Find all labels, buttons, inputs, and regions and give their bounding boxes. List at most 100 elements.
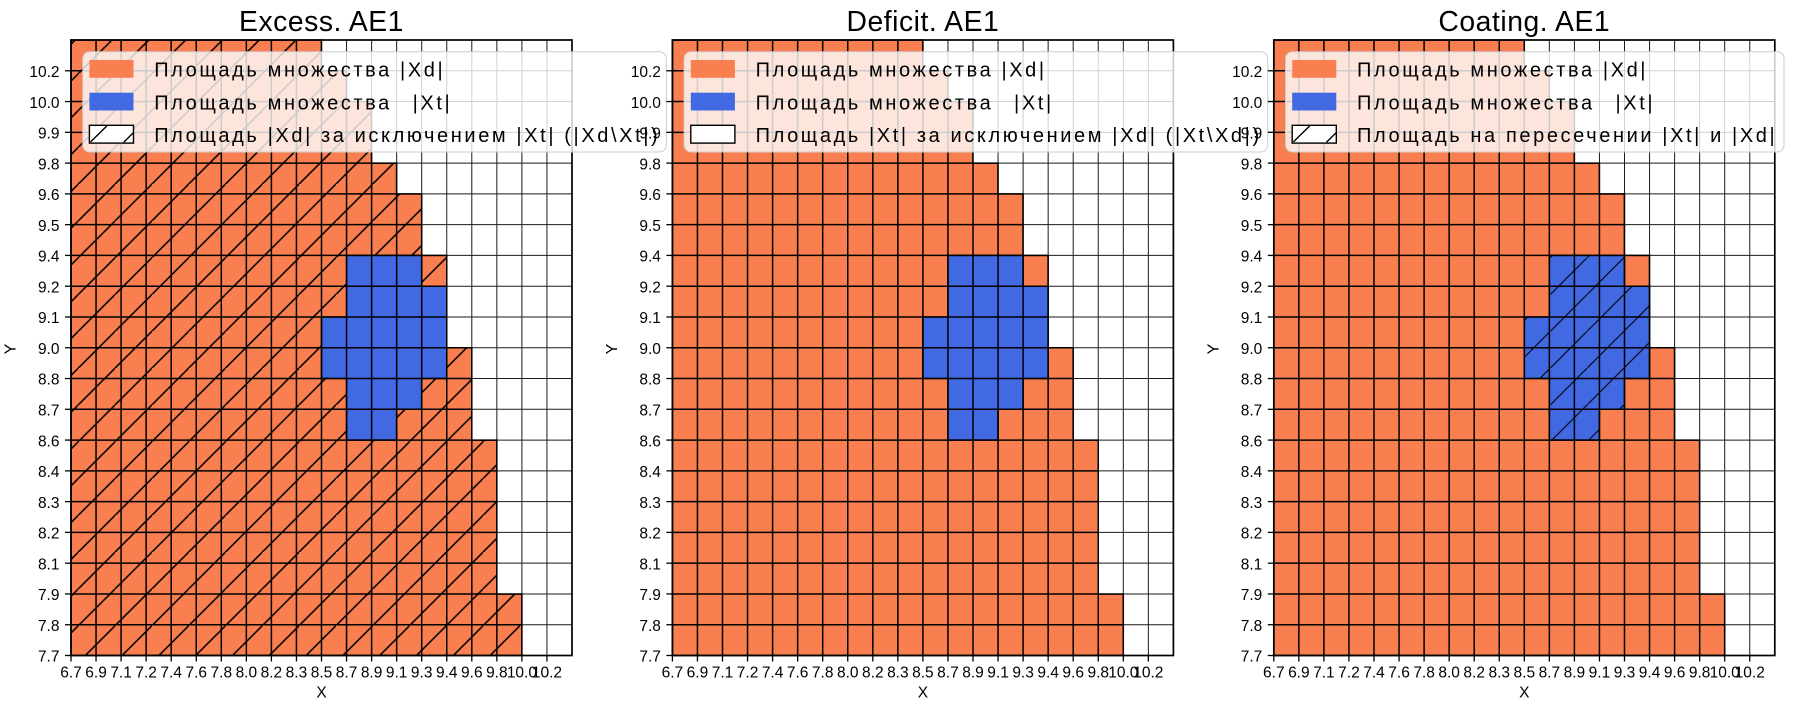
svg-text:8.7: 8.7 xyxy=(38,403,60,420)
svg-text:8.9: 8.9 xyxy=(361,664,383,681)
svg-text:Y: Y xyxy=(3,343,20,354)
svg-text:Площадь множества |Xt|: Площадь множества |Xt| xyxy=(756,92,1054,114)
svg-text:8.8: 8.8 xyxy=(38,372,60,389)
svg-text:8.5: 8.5 xyxy=(912,664,934,681)
svg-text:8.8: 8.8 xyxy=(639,372,661,389)
svg-text:8.0: 8.0 xyxy=(236,664,258,681)
svg-text:7.8: 7.8 xyxy=(812,664,834,681)
svg-text:8.3: 8.3 xyxy=(1241,495,1263,512)
svg-text:7.9: 7.9 xyxy=(1241,587,1263,604)
svg-text:8.6: 8.6 xyxy=(1241,433,1263,450)
svg-text:9.4: 9.4 xyxy=(1037,664,1059,681)
svg-text:8.8: 8.8 xyxy=(1241,372,1263,389)
svg-text:10.2: 10.2 xyxy=(1133,664,1163,681)
svg-text:10.0: 10.0 xyxy=(1108,664,1139,681)
svg-text:8.2: 8.2 xyxy=(38,526,60,543)
svg-text:8.3: 8.3 xyxy=(639,495,661,512)
svg-text:8.2: 8.2 xyxy=(261,664,283,681)
svg-text:9.6: 9.6 xyxy=(1241,187,1263,204)
svg-text:7.8: 7.8 xyxy=(1413,664,1435,681)
svg-text:8.5: 8.5 xyxy=(311,664,333,681)
svg-text:7.8: 7.8 xyxy=(38,618,60,635)
svg-text:9.1: 9.1 xyxy=(987,664,1009,681)
svg-text:Площадь множества |Xt|: Площадь множества |Xt| xyxy=(154,92,452,114)
svg-text:9.9: 9.9 xyxy=(38,126,60,143)
svg-text:10.0: 10.0 xyxy=(631,95,662,112)
svg-text:7.6: 7.6 xyxy=(185,664,207,681)
svg-text:8.7: 8.7 xyxy=(937,664,959,681)
svg-text:8.0: 8.0 xyxy=(837,664,859,681)
svg-text:Площадь |Xd| за исключением |X: Площадь |Xd| за исключением |Xt| (|Xd\Xt… xyxy=(154,125,660,147)
svg-text:8.4: 8.4 xyxy=(38,464,60,481)
svg-text:9.1: 9.1 xyxy=(1589,664,1611,681)
svg-text:9.8: 9.8 xyxy=(486,664,508,681)
svg-text:8.3: 8.3 xyxy=(38,495,60,512)
svg-text:8.1: 8.1 xyxy=(1241,556,1263,573)
svg-text:10.0: 10.0 xyxy=(1232,95,1263,112)
svg-text:9.0: 9.0 xyxy=(639,341,661,358)
svg-text:9.4: 9.4 xyxy=(1241,249,1263,266)
svg-text:10.2: 10.2 xyxy=(631,64,661,81)
svg-text:8.9: 8.9 xyxy=(1564,664,1586,681)
svg-text:9.4: 9.4 xyxy=(436,664,458,681)
svg-text:8.2: 8.2 xyxy=(862,664,884,681)
svg-text:8.1: 8.1 xyxy=(38,556,60,573)
svg-text:6.9: 6.9 xyxy=(1288,664,1310,681)
svg-text:7.8: 7.8 xyxy=(1241,618,1263,635)
svg-text:7.8: 7.8 xyxy=(211,664,233,681)
svg-text:7.2: 7.2 xyxy=(1338,664,1360,681)
svg-text:6.7: 6.7 xyxy=(60,664,82,681)
svg-text:9.6: 9.6 xyxy=(1062,664,1084,681)
svg-text:8.7: 8.7 xyxy=(1539,664,1561,681)
svg-text:8.2: 8.2 xyxy=(1241,526,1263,543)
svg-text:9.3: 9.3 xyxy=(1614,664,1636,681)
svg-text:Площадь множества |Xd|: Площадь множества |Xd| xyxy=(756,60,1047,82)
svg-text:9.1: 9.1 xyxy=(639,310,661,327)
svg-text:7.4: 7.4 xyxy=(1363,664,1385,681)
svg-text:6.9: 6.9 xyxy=(687,664,709,681)
svg-text:8.7: 8.7 xyxy=(336,664,358,681)
svg-text:8.4: 8.4 xyxy=(639,464,661,481)
svg-text:8.9: 8.9 xyxy=(962,664,984,681)
svg-text:9.0: 9.0 xyxy=(38,341,60,358)
svg-text:9.5: 9.5 xyxy=(639,218,661,235)
svg-text:9.0: 9.0 xyxy=(1241,341,1263,358)
svg-text:10.2: 10.2 xyxy=(1735,664,1765,681)
svg-text:8.7: 8.7 xyxy=(639,403,661,420)
svg-text:9.1: 9.1 xyxy=(1241,310,1263,327)
svg-text:Deficit. AE1: Deficit. AE1 xyxy=(846,5,999,37)
svg-text:7.7: 7.7 xyxy=(38,649,60,666)
svg-text:9.2: 9.2 xyxy=(1241,279,1263,296)
svg-text:10.2: 10.2 xyxy=(29,64,59,81)
svg-text:Y: Y xyxy=(1205,343,1222,354)
svg-text:9.4: 9.4 xyxy=(639,249,661,266)
svg-text:Y: Y xyxy=(604,343,621,354)
svg-text:7.1: 7.1 xyxy=(110,664,132,681)
svg-text:X: X xyxy=(918,685,929,702)
svg-text:8.7: 8.7 xyxy=(1241,403,1263,420)
svg-text:9.3: 9.3 xyxy=(1012,664,1034,681)
svg-text:9.6: 9.6 xyxy=(639,187,661,204)
svg-text:Площадь множества |Xd|: Площадь множества |Xd| xyxy=(1357,60,1648,82)
svg-text:9.3: 9.3 xyxy=(411,664,433,681)
svg-text:8.0: 8.0 xyxy=(1438,664,1460,681)
svg-text:8.6: 8.6 xyxy=(38,433,60,450)
svg-text:8.3: 8.3 xyxy=(1488,664,1510,681)
svg-text:7.7: 7.7 xyxy=(639,649,661,666)
svg-text:8.2: 8.2 xyxy=(639,526,661,543)
svg-text:9.1: 9.1 xyxy=(38,310,60,327)
svg-text:Площадь |Xt| за исключением |X: Площадь |Xt| за исключением |Xd| (|Xt\Xd… xyxy=(756,125,1262,147)
svg-text:9.5: 9.5 xyxy=(1241,218,1263,235)
svg-text:Площадь на пересечении |Xt| и: Площадь на пересечении |Xt| и |Xd| xyxy=(1357,125,1777,147)
svg-text:9.2: 9.2 xyxy=(639,279,661,296)
svg-text:8.6: 8.6 xyxy=(639,433,661,450)
svg-text:X: X xyxy=(1519,685,1530,702)
svg-text:10.0: 10.0 xyxy=(29,95,60,112)
svg-text:7.4: 7.4 xyxy=(762,664,784,681)
svg-text:7.6: 7.6 xyxy=(787,664,809,681)
svg-text:9.8: 9.8 xyxy=(1241,156,1263,173)
svg-text:X: X xyxy=(316,685,327,702)
svg-text:7.8: 7.8 xyxy=(639,618,661,635)
svg-text:9.8: 9.8 xyxy=(639,156,661,173)
svg-text:10.0: 10.0 xyxy=(507,664,538,681)
